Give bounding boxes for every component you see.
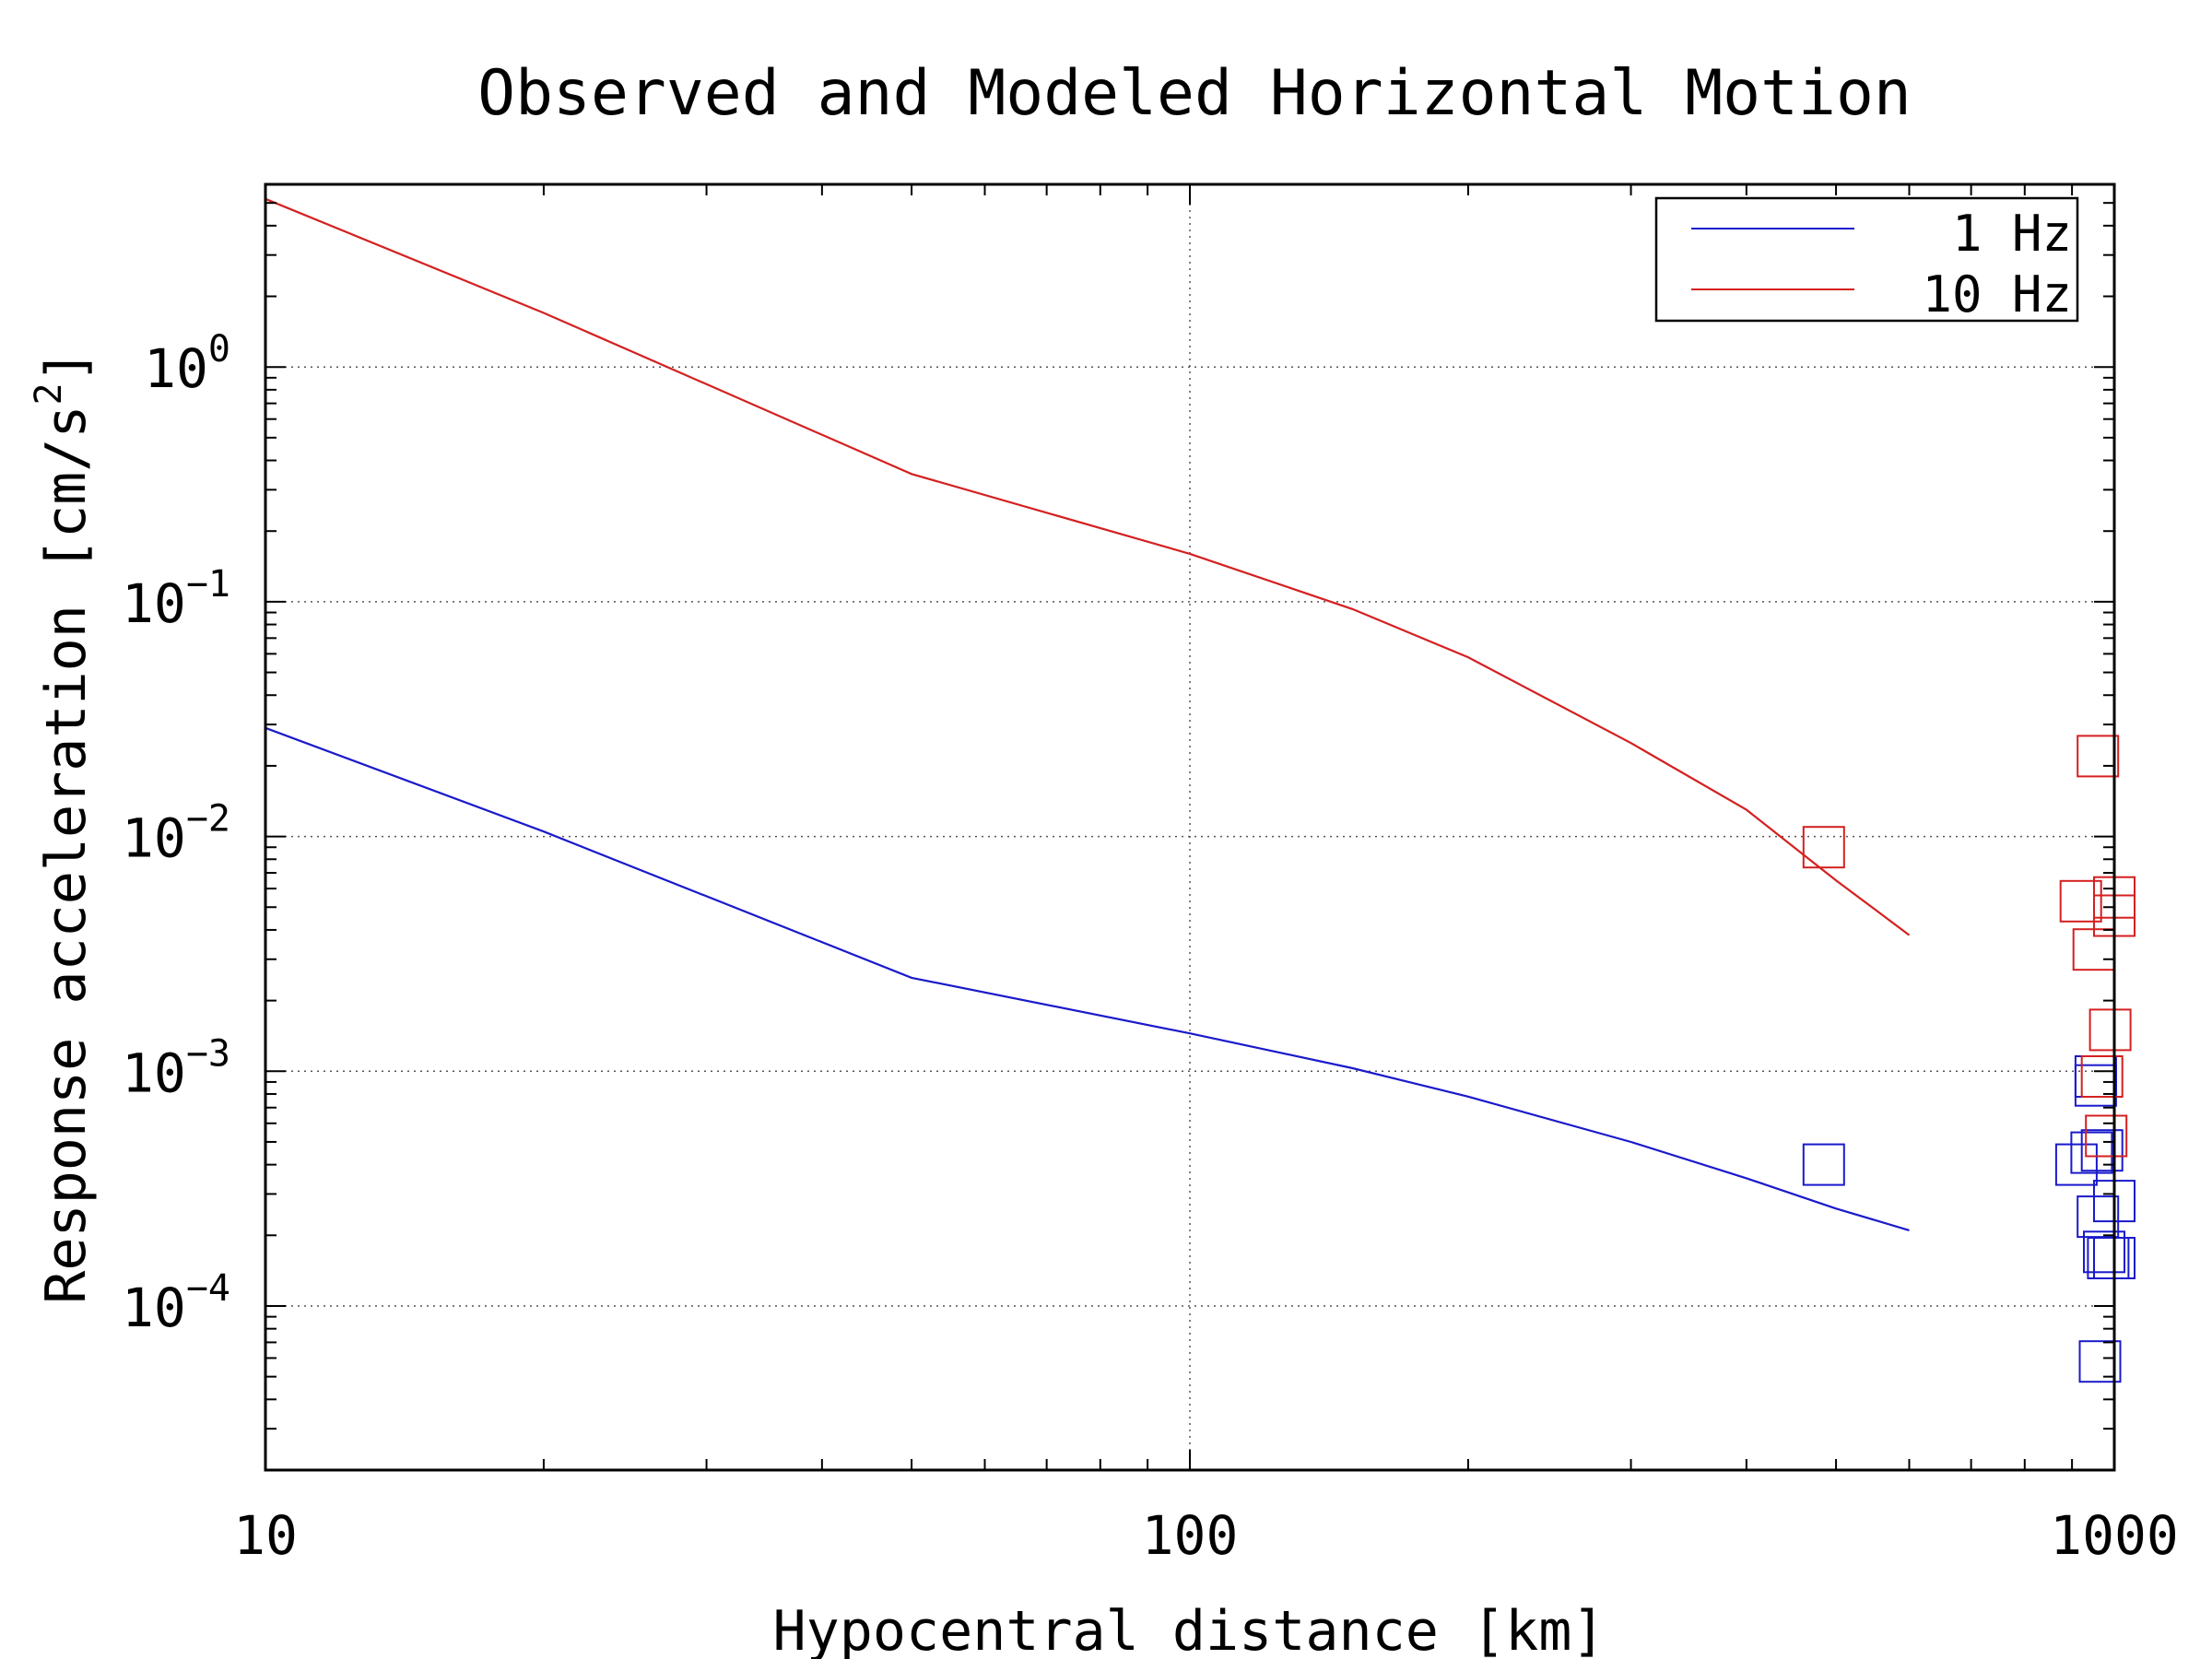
x-axis-label: Hypocentral distance [km] — [772, 1599, 1605, 1659]
observed-point-1hz — [2070, 1131, 2113, 1174]
observed-point-10hz — [2088, 1008, 2132, 1052]
observed-point-1hz — [2078, 1340, 2122, 1383]
y-tick-labels: 100 10−1 10−2 10−3 10−4 — [122, 328, 230, 1339]
y-axis-label: Response acceleration [cm/s2] — [28, 349, 99, 1304]
x-tick-label: 1000 — [2050, 1504, 2179, 1567]
model-line-1hz — [265, 726, 1910, 1231]
observed-point-10hz — [2080, 1055, 2124, 1098]
y-tick-label: 10−1 — [122, 563, 230, 635]
observed-point-1hz — [2080, 1129, 2124, 1172]
observed-point-10hz — [2077, 735, 2120, 778]
observed-point-1hz — [2083, 1230, 2125, 1274]
legend: 1 Hz 10 Hz — [1654, 196, 2079, 324]
plot-series — [265, 197, 2136, 1383]
observed-point-1hz — [2054, 1143, 2098, 1186]
axis-ticks — [265, 183, 2115, 1471]
observed-point-10hz — [1802, 826, 1845, 869]
x-tick-label: 100 — [1142, 1504, 1239, 1567]
observed-point-10hz — [2059, 879, 2102, 923]
y-tick-label: 10−3 — [122, 1032, 230, 1104]
y-tick-label: 10−2 — [122, 798, 230, 870]
model-line-10hz — [265, 197, 1911, 936]
y-tick-label: 100 — [144, 328, 230, 400]
observed-point-1hz — [1802, 1143, 1845, 1186]
x-tick-labels: 10 100 1000 — [233, 1504, 2179, 1567]
legend-label-10hz: 10 Hz — [1922, 265, 2072, 324]
x-tick-label: 10 — [233, 1504, 298, 1567]
grid — [265, 184, 2114, 1470]
chart-title: Observed and Modeled Horizontal Motion — [477, 57, 1912, 130]
y-tick-label: 10−4 — [122, 1267, 230, 1339]
legend-label-1hz: 1 Hz — [1952, 205, 2072, 263]
legend-box — [1654, 196, 2079, 323]
observed-point-10hz — [2085, 1114, 2128, 1158]
